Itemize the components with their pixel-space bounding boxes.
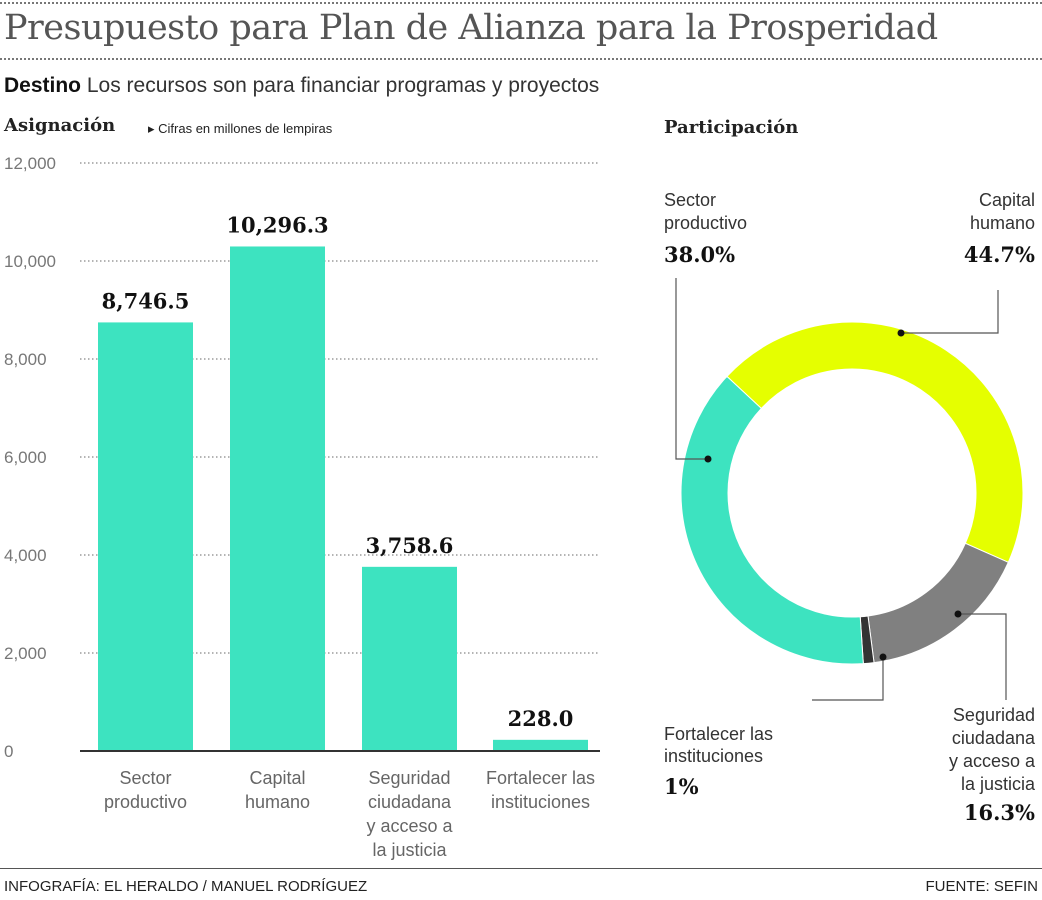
slice-label: productivo <box>664 213 747 233</box>
page-title: Presupuesto para Plan de Alianza para la… <box>4 8 938 48</box>
y-tick-label: 12,000 <box>4 154 56 173</box>
y-tick-label: 0 <box>4 742 13 761</box>
x-tick-label: Sector <box>119 768 171 788</box>
subtitle-lead: Destino <box>4 74 82 97</box>
slice-label: Capital <box>979 190 1035 210</box>
x-tick-label: Seguridad <box>368 768 450 788</box>
slice-label: Fortalecer las <box>664 724 773 744</box>
x-tick-label: Fortalecer las <box>486 768 595 788</box>
leader-line <box>958 613 1007 700</box>
donut-slice <box>726 321 1024 563</box>
bar <box>98 322 193 751</box>
footer-source: FUENTE: SEFIN <box>925 878 1038 895</box>
y-tick-label: 4,000 <box>4 546 47 565</box>
slice-label: Sector <box>664 190 716 210</box>
donut-slice <box>867 542 1009 664</box>
x-tick-label: Capital <box>249 768 305 788</box>
slice-value-label: 38.0% <box>664 242 735 267</box>
x-tick-label: la justicia <box>372 840 447 860</box>
leader-dot <box>954 610 962 618</box>
leader-dot <box>897 329 905 337</box>
x-tick-label: instituciones <box>491 792 590 812</box>
bar-value-label: 10,296.3 <box>226 212 328 237</box>
slice-label: humano <box>970 213 1035 233</box>
bar-chart-note-text: Cifras en millones de lempiras <box>158 121 333 136</box>
footer-credit: INFOGRAFÍA: EL HERALDO / MANUEL RODRÍGUE… <box>4 878 368 895</box>
slice-value-label: 44.7% <box>964 242 1035 267</box>
subtitle: Destino Los recursos son para financiar … <box>4 74 599 98</box>
subtitle-text: Los recursos son para financiar programa… <box>86 74 600 97</box>
x-tick-label: humano <box>245 792 310 812</box>
leader-dot <box>879 653 887 661</box>
leader-dot <box>704 455 712 463</box>
leader-line <box>901 290 999 334</box>
bar-value-label: 8,746.5 <box>102 288 190 313</box>
footer-divider <box>0 868 1042 869</box>
slice-value-label: 1% <box>664 774 699 799</box>
donut-chart-title: Participación <box>664 117 799 138</box>
bar <box>362 566 457 751</box>
bar-value-label: 228.0 <box>508 706 574 731</box>
slice-value-label: 16.3% <box>964 800 1035 825</box>
bar-chart-note: ▸ Cifras en millones de lempiras <box>148 121 333 136</box>
bar <box>493 739 588 751</box>
title-divider <box>0 58 1042 60</box>
y-tick-label: 10,000 <box>4 252 56 271</box>
y-tick-label: 2,000 <box>4 644 47 663</box>
slice-label: Seguridad <box>953 705 1035 725</box>
bar-chart-title: Asignación <box>4 115 116 136</box>
slice-label: la justicia <box>961 774 1036 794</box>
y-tick-label: 6,000 <box>4 448 47 467</box>
slice-label: instituciones <box>664 746 763 766</box>
leader-line <box>812 657 884 701</box>
x-tick-label: y acceso a <box>366 816 453 836</box>
slice-label: y acceso a <box>949 751 1036 771</box>
slice-label: ciudadana <box>952 728 1036 748</box>
x-tick-label: ciudadana <box>368 792 452 812</box>
top-divider <box>0 2 1042 4</box>
leader-line <box>675 278 708 460</box>
x-tick-label: productivo <box>104 792 187 812</box>
donut-slice <box>680 375 864 665</box>
y-tick-label: 8,000 <box>4 350 47 369</box>
bar-value-label: 3,758.6 <box>366 533 454 558</box>
bar <box>230 246 325 751</box>
